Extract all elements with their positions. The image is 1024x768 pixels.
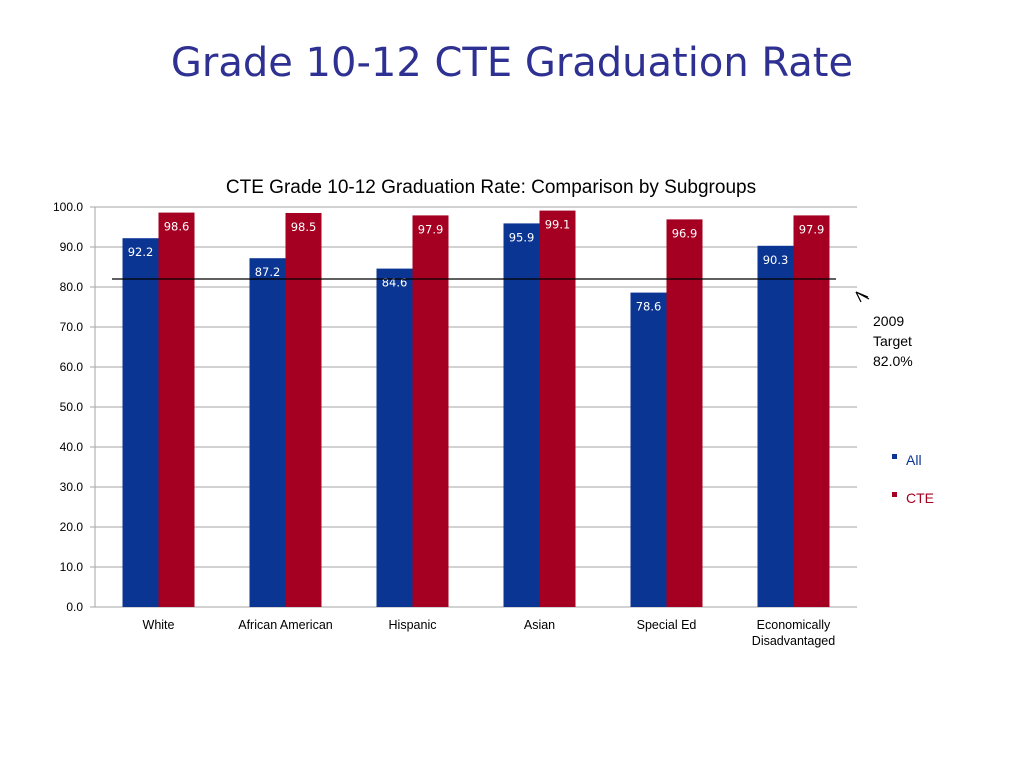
- category-label: Economically Disadvantaged: [752, 618, 835, 648]
- data-label: 78.6: [636, 300, 662, 314]
- y-axis: 0.0 10.0 20.0 30.0 40.0 50.0 60.0 70.0 80.0 90.0 1…: [53, 200, 96, 614]
- category-label: African American: [238, 618, 333, 632]
- legend-marker: [892, 492, 897, 497]
- slide-title: Grade 10-12 CTE Graduation Rate: [170, 40, 854, 86]
- category-labels: White African American Hispanic Asian Specia…: [143, 618, 836, 648]
- bar-all: [503, 223, 540, 607]
- bars: [122, 210, 830, 608]
- y-tick-label: 10.0: [60, 560, 84, 574]
- legend: All CTE: [892, 452, 934, 506]
- target-label-line: Target: [873, 333, 912, 349]
- data-label: 87.2: [255, 265, 281, 279]
- data-label: 84.6: [382, 276, 408, 290]
- data-label: 90.3: [763, 253, 789, 267]
- bar-cte: [539, 210, 576, 607]
- bar-cte: [158, 212, 195, 607]
- bar-cte: [412, 215, 449, 607]
- bar-all: [376, 268, 413, 607]
- legend-label: CTE: [906, 490, 934, 506]
- y-tick-label: 70.0: [60, 320, 84, 334]
- y-tick-label: 50.0: [60, 400, 84, 414]
- target-label-line: 2009: [873, 313, 904, 329]
- category-label: Special Ed: [637, 618, 697, 632]
- y-tick-label: 40.0: [60, 440, 84, 454]
- bar-all: [757, 245, 794, 608]
- bar-cte: [285, 213, 322, 607]
- data-label: 97.9: [418, 222, 444, 236]
- y-tick-label: 100.0: [53, 200, 83, 214]
- chart-title: CTE Grade 10-12 Graduation Rate: Compari…: [226, 177, 756, 198]
- bar-all: [122, 238, 159, 607]
- data-label: 97.9: [799, 222, 825, 236]
- target-label-line: 82.0%: [873, 353, 913, 369]
- data-label: 98.5: [291, 220, 317, 234]
- bar-cte: [666, 219, 703, 607]
- data-label: 95.9: [509, 230, 535, 244]
- target-line-group: 2009 Target 82.0%: [112, 278, 913, 369]
- y-tick-label: 60.0: [60, 360, 84, 374]
- data-label: 98.6: [164, 220, 190, 234]
- bar-all: [249, 258, 286, 607]
- y-tick-label: 20.0: [60, 520, 84, 534]
- category-label: Hispanic: [389, 618, 437, 632]
- data-label: 99.1: [545, 218, 571, 232]
- arrow-icon: [855, 291, 870, 303]
- data-labels: 92.2 98.6 87.2 98.5 84.6 97.9 95.9 99.1 78.6 96.9…: [128, 218, 825, 314]
- legend-marker: [892, 454, 897, 459]
- y-tick-label: 90.0: [60, 240, 84, 254]
- y-tick-label: 80.0: [60, 280, 84, 294]
- grid-lines: [95, 206, 857, 608]
- data-label: 92.2: [128, 245, 154, 259]
- category-label: Asian: [524, 618, 555, 632]
- bar-cte: [793, 215, 830, 607]
- y-tick-label: 30.0: [60, 480, 84, 494]
- data-label: 96.9: [672, 226, 698, 240]
- y-tick-label: 0.0: [66, 600, 83, 614]
- bar-all: [630, 292, 667, 607]
- category-label: White: [143, 618, 175, 632]
- legend-label: All: [906, 452, 922, 468]
